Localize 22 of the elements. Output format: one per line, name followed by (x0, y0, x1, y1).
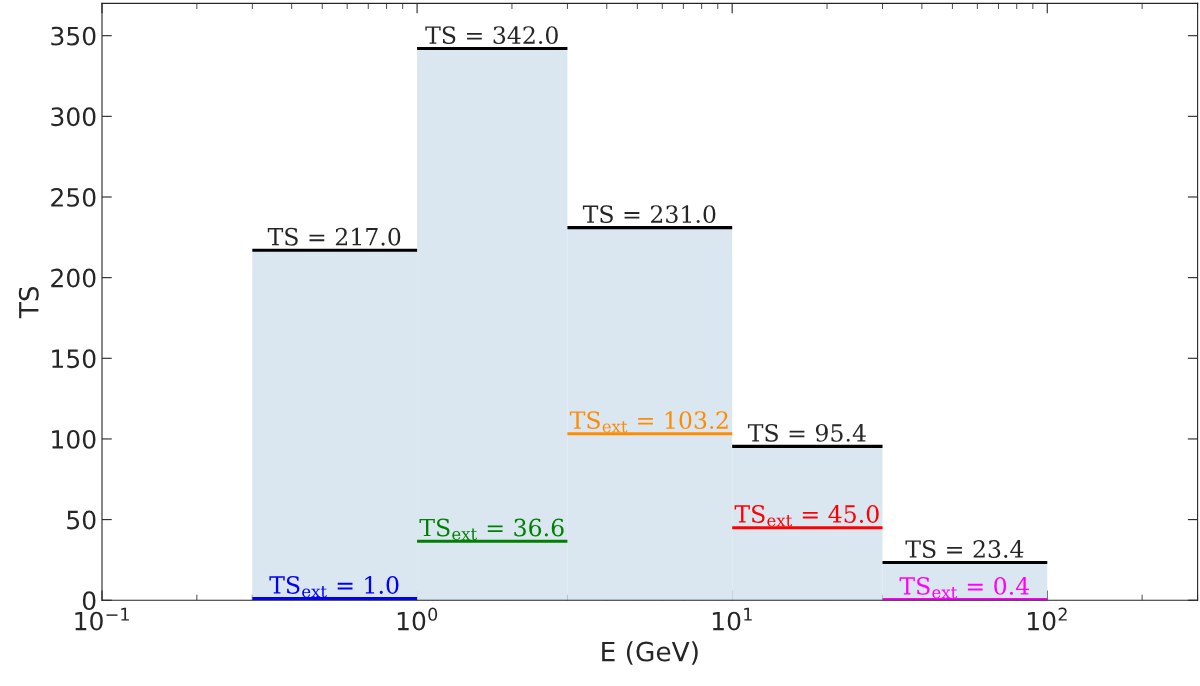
data-label: TS = 342.0 (425, 26, 558, 45)
y-tick-label: 200 (51, 268, 96, 288)
x-tick-label: 10$^{2}$ (1028, 607, 1067, 631)
data-label: TS$_{ext}$ = 1.0 (269, 576, 399, 598)
data-label: TS = 231.0 (582, 205, 716, 224)
y-tick-label: 300 (51, 107, 96, 127)
y-axis-title: TS (18, 286, 39, 319)
data-label: TS$_{ext}$ = 45.0 (734, 505, 879, 527)
y-tick-label: 100 (52, 429, 96, 449)
y-tick-label: 50 (67, 510, 96, 530)
data-label: TS$_{ext}$ = 0.4 (899, 576, 1030, 599)
y-tick-label: 250 (51, 187, 96, 207)
data-label: TS = 217.0 (267, 227, 401, 246)
data-label: TS = 95.4 (747, 423, 866, 442)
y-tick-label: 350 (51, 26, 96, 46)
data-label: TS = 23.4 (905, 540, 1024, 558)
data-label: TS$_{ext}$ = 36.6 (419, 518, 564, 541)
x-tick-label: 10$^{1}$ (712, 607, 752, 631)
data-label: TS$_{ext}$ = 103.2 (569, 411, 728, 433)
x-axis-title: E (GeV) (602, 641, 698, 665)
x-tick-label: 10$^{0}$ (397, 607, 438, 631)
y-tick-label: 150 (52, 349, 96, 369)
